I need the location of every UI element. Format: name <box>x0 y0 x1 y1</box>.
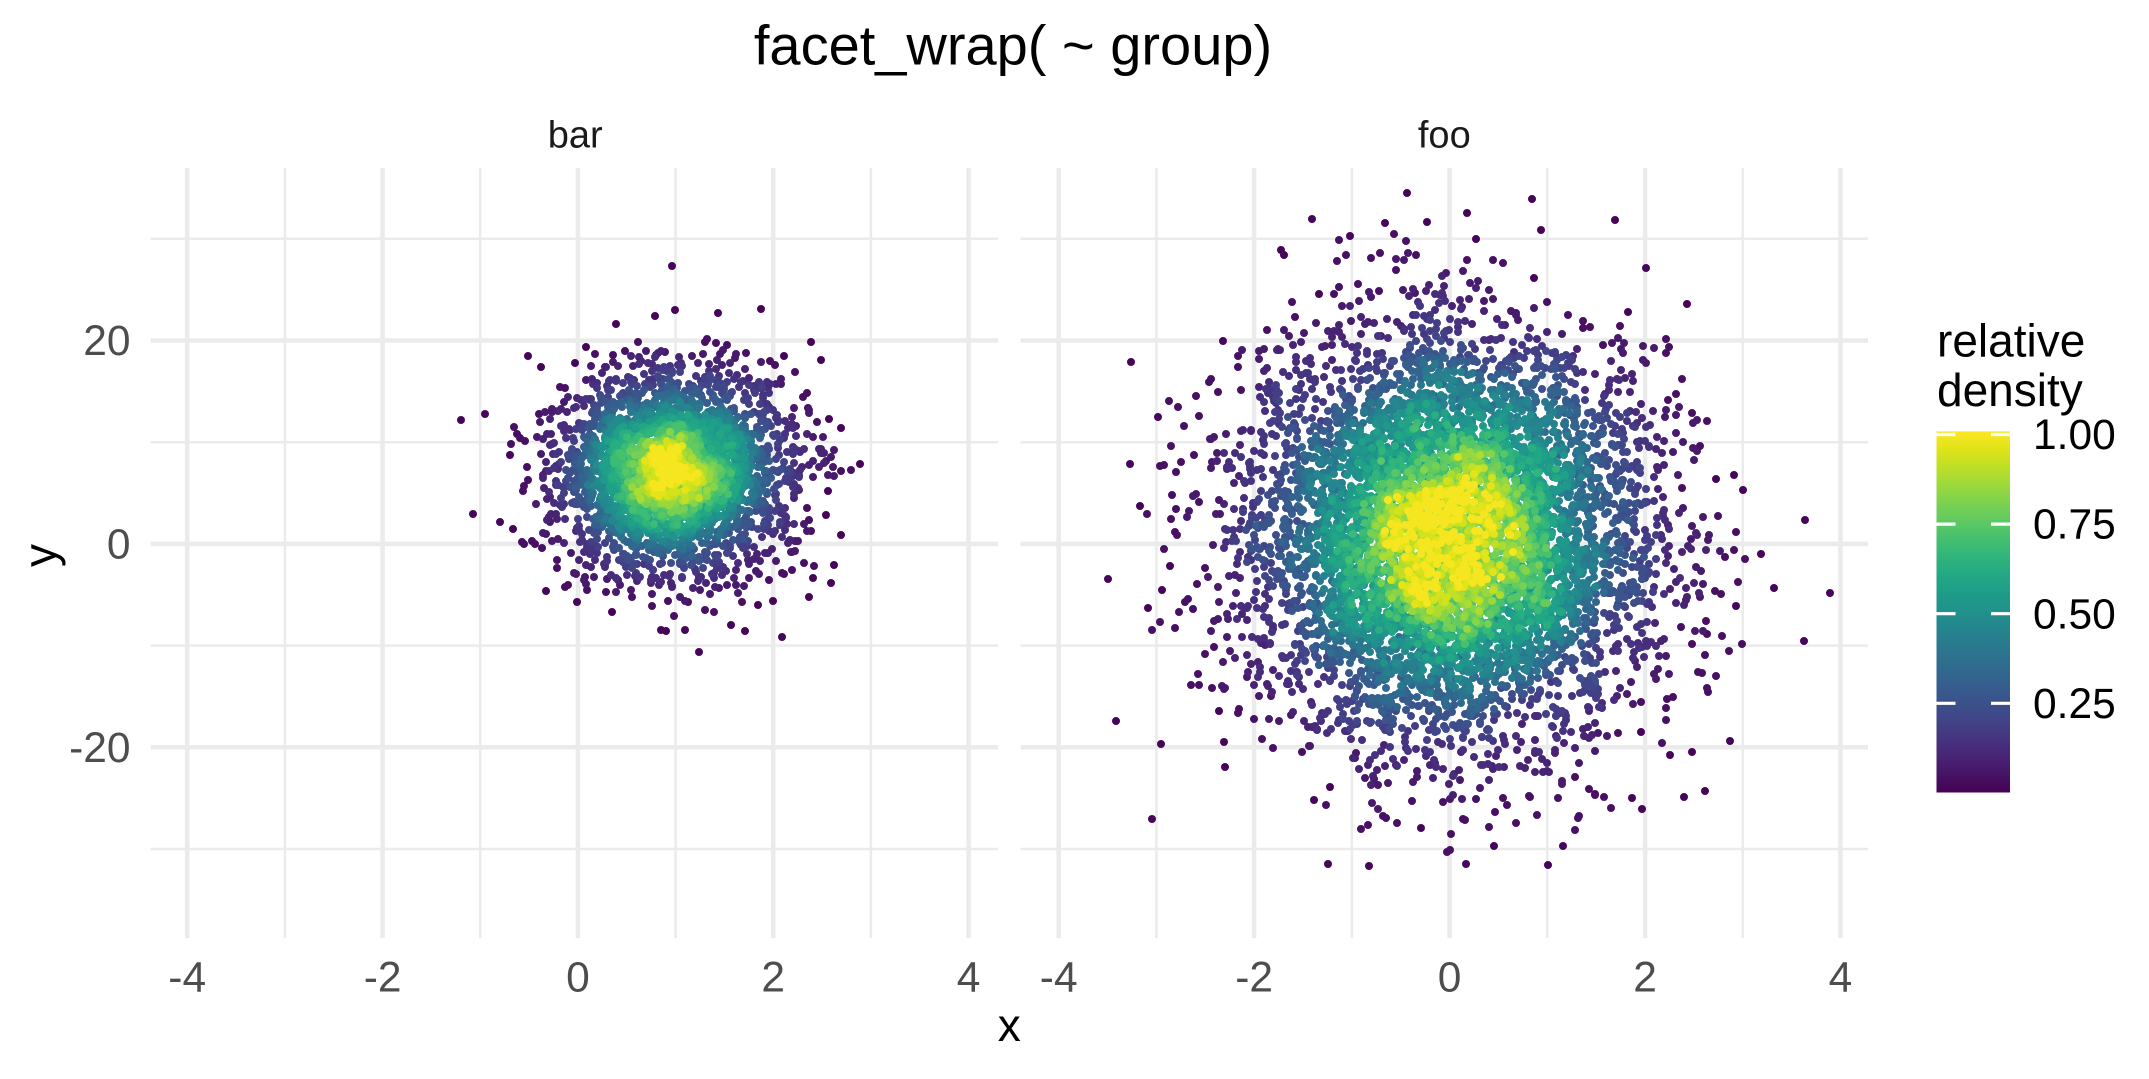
svg-text:-20: -20 <box>69 725 130 772</box>
svg-text:foo: foo <box>1418 115 1471 157</box>
svg-text:2: 2 <box>761 955 785 1002</box>
svg-text:x: x <box>998 999 1021 1051</box>
svg-text:relative: relative <box>1937 314 2085 366</box>
svg-text:facet_wrap( ~ group): facet_wrap( ~ group) <box>754 14 1272 77</box>
svg-text:y: y <box>14 544 66 567</box>
svg-text:2: 2 <box>1633 955 1657 1002</box>
svg-text:-2: -2 <box>1235 955 1273 1002</box>
svg-text:0: 0 <box>566 955 590 1002</box>
svg-text:0: 0 <box>107 522 131 569</box>
svg-text:0.75: 0.75 <box>2033 502 2116 549</box>
svg-text:bar: bar <box>548 115 603 157</box>
svg-text:4: 4 <box>1829 955 1853 1002</box>
svg-text:-4: -4 <box>168 955 206 1002</box>
svg-text:0: 0 <box>1438 955 1462 1002</box>
svg-text:0.25: 0.25 <box>2033 681 2116 728</box>
svg-text:1.00: 1.00 <box>2033 412 2116 459</box>
svg-text:-2: -2 <box>364 955 402 1002</box>
svg-text:-4: -4 <box>1040 955 1078 1002</box>
svg-text:4: 4 <box>957 955 981 1002</box>
svg-text:0.50: 0.50 <box>2033 591 2116 638</box>
svg-text:density: density <box>1937 364 2083 416</box>
svg-text:20: 20 <box>83 318 130 365</box>
